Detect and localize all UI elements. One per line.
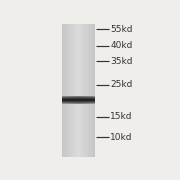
Bar (87, 96, 88, 104)
Bar (73, 24, 74, 158)
Bar (93, 24, 94, 158)
Bar (63, 96, 65, 104)
Bar (93, 96, 95, 104)
Bar (83, 24, 84, 158)
Bar (77, 96, 78, 104)
Bar (62, 102, 95, 103)
Bar (65, 96, 67, 104)
Bar (62, 24, 63, 158)
Text: 25kd: 25kd (110, 80, 133, 89)
Bar (88, 96, 90, 104)
Text: 35kd: 35kd (110, 57, 133, 66)
Bar (82, 24, 83, 158)
Text: 10kd: 10kd (110, 133, 133, 142)
Bar (80, 96, 82, 104)
Bar (76, 24, 77, 158)
Bar (62, 99, 95, 100)
Bar (78, 24, 79, 158)
Bar (73, 96, 75, 104)
Bar (75, 24, 76, 158)
Bar (77, 24, 78, 158)
Bar (62, 101, 95, 102)
Bar (62, 103, 95, 104)
Bar (67, 96, 68, 104)
Bar (70, 96, 72, 104)
Bar (87, 24, 88, 158)
Bar (94, 24, 95, 158)
Bar (65, 24, 66, 158)
Bar (75, 96, 77, 104)
Bar (80, 24, 81, 158)
Bar (88, 24, 89, 158)
Bar (62, 98, 95, 99)
Bar (62, 96, 63, 104)
Text: 15kd: 15kd (110, 112, 133, 121)
Text: 40kd: 40kd (110, 41, 133, 50)
Bar (84, 24, 85, 158)
Bar (62, 97, 95, 98)
Bar (86, 24, 87, 158)
Bar (69, 24, 70, 158)
Bar (64, 24, 65, 158)
Text: 55kd: 55kd (110, 25, 133, 34)
Bar (79, 24, 80, 158)
Bar (62, 100, 95, 101)
Bar (74, 24, 75, 158)
Bar (70, 24, 71, 158)
Bar (92, 96, 93, 104)
Bar (85, 24, 86, 158)
Bar (81, 24, 82, 158)
Bar (72, 24, 73, 158)
Bar (62, 96, 95, 97)
Bar (71, 24, 72, 158)
Bar (92, 24, 93, 158)
Bar (78, 96, 80, 104)
Bar (90, 96, 92, 104)
Bar (91, 24, 92, 158)
Bar (83, 96, 85, 104)
Bar (72, 96, 73, 104)
Bar (90, 24, 91, 158)
Bar (66, 24, 67, 158)
Bar (85, 96, 87, 104)
Bar (67, 24, 68, 158)
Bar (63, 24, 64, 158)
Bar (68, 24, 69, 158)
Bar (89, 24, 90, 158)
Bar (68, 96, 70, 104)
Bar (82, 96, 83, 104)
